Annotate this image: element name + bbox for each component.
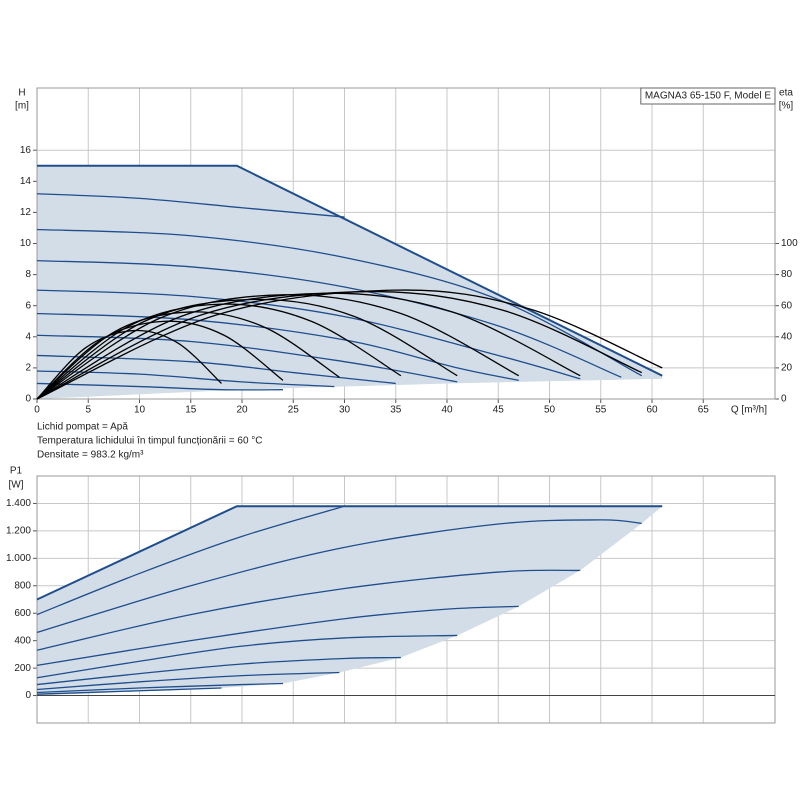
y-tick-label: 1.200 [6,526,31,537]
efficiency-curve [36,289,663,400]
curve [36,687,222,695]
x-tick-label: 40 [441,405,453,416]
y-tick-label: 1.000 [6,553,31,564]
curve [36,382,284,391]
y-axis-label: P1 [10,466,23,477]
note: Temperatura lichidului în timpul funcțio… [37,436,263,447]
y-tick-label: 6 [25,300,31,311]
operating-area [37,506,663,696]
x-tick-label: 45 [493,405,505,416]
y-tick-label: 200 [14,663,31,674]
curve [36,193,345,218]
x-tick-label: 35 [390,405,402,416]
curve [36,312,519,381]
note: Densitate = 983.2 kg/m³ [37,450,144,461]
y-axis-unit: [m] [15,101,29,112]
chart-title: MAGNA3 65-150 F, Model E [645,91,771,102]
y-tick-label: 4 [25,331,31,342]
x-tick-label: 0 [34,405,40,416]
curve [36,605,519,667]
y2-axis-unit: [%] [779,101,794,112]
y2-tick-label: 0 [781,394,787,405]
curve [36,634,458,679]
curve [37,164,663,377]
note: Lichid pompat = Apă [37,422,128,433]
y-tick-label: 16 [20,145,32,156]
y-tick-label: 2 [25,363,31,374]
efficiency-curve [36,311,340,400]
x-tick-label: 15 [185,405,197,416]
curve [36,671,340,691]
curve [36,682,284,694]
y2-tick-label: 100 [781,238,798,249]
x-tick-label: 65 [698,405,710,416]
curve [36,569,581,651]
y-tick-label: 400 [14,635,31,646]
efficiency-curve [36,320,284,400]
x-tick-label: 20 [236,405,248,416]
y2-tick-label: 60 [781,300,793,311]
y-axis-unit: [W] [9,480,24,491]
x-tick-label: 50 [544,405,556,416]
y-tick-label: 8 [25,269,31,280]
y2-axis-label: eta [779,88,793,99]
x-tick-label: 5 [85,405,91,416]
y-tick-label: 10 [20,238,32,249]
curve [36,656,401,686]
curve [36,354,396,385]
y2-tick-label: 40 [781,331,793,342]
curve [36,228,643,377]
x-tick-label: 25 [288,405,300,416]
curve [36,505,663,601]
curve [36,519,642,634]
curve [36,334,458,383]
y-tick-label: 600 [14,608,31,619]
efficiency-curve [36,329,222,400]
y-tick-label: 1.400 [6,498,31,509]
x-tick-label: 55 [595,405,607,416]
y-tick-label: 0 [25,690,31,701]
y-tick-label: 12 [20,207,32,218]
plot-frame [36,87,776,400]
y-axis-label: H [18,88,25,99]
curve [36,259,622,378]
curve [36,505,345,616]
y-tick-label: 800 [14,580,31,591]
x-tick-label: 10 [134,405,146,416]
x-tick-label: 30 [339,405,351,416]
curve [36,289,581,380]
title-box [640,87,776,105]
operating-area [37,165,663,399]
y2-tick-label: 20 [781,363,793,374]
y-tick-label: 0 [25,394,31,405]
x-tick-label: 60 [646,405,658,416]
y2-tick-label: 80 [781,269,793,280]
y-tick-label: 14 [20,176,32,187]
x-axis-label: Q [m³/h] [731,405,767,416]
